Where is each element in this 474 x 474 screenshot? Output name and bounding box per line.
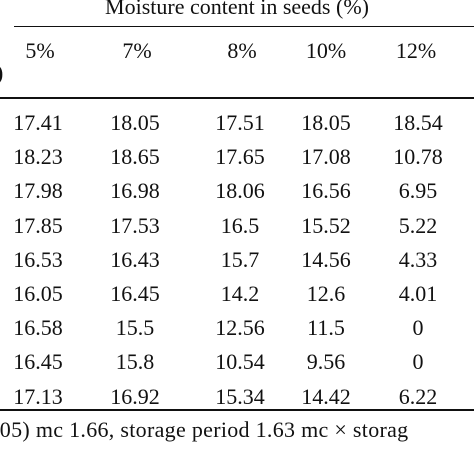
table-cell: 16.45: [110, 281, 160, 306]
table-cell: 9.56: [306, 349, 346, 375]
table-cell: 6.22: [398, 383, 438, 409]
table-cell: 0: [412, 349, 424, 375]
table-cell: 0: [412, 315, 424, 341]
table-cell: 18.54: [393, 110, 443, 135]
column-header-8pct: 8%: [227, 38, 257, 63]
table-cell: 17.51: [215, 110, 265, 135]
table-cell: 17.53: [110, 212, 160, 238]
table-cell: 12.6: [306, 281, 346, 306]
column-header-10pct: 10%: [305, 38, 347, 63]
column-header-5pct: 5%: [25, 38, 55, 63]
table-cell: 16.43: [110, 246, 160, 272]
table-cell: 18.65: [110, 144, 160, 170]
table-cell: 6.95: [398, 178, 438, 204]
table-cell: 17.85: [13, 212, 63, 238]
table-cell: 15.7: [220, 246, 260, 272]
table-cell: 15.34: [215, 383, 265, 409]
table-cell: 16.45: [13, 349, 63, 375]
table-cell: 18.05: [110, 110, 160, 135]
table-cell: 5.22: [398, 212, 438, 238]
table-bottom-rule: [0, 409, 474, 411]
column-header-7pct: 7%: [122, 38, 152, 63]
table-cell: 10.54: [215, 349, 265, 375]
table-cell: 10.78: [393, 144, 443, 170]
column-header-12pct: 12%: [395, 38, 437, 63]
table-cell: 16.58: [13, 315, 63, 341]
table-cell: 17.65: [215, 144, 265, 170]
header-bottom-rule: [0, 97, 474, 99]
table-cell: 16.98: [110, 178, 160, 204]
table-cell: 14.42: [301, 383, 351, 409]
table-cell: 16.5: [220, 212, 260, 238]
table-cell: 18.06: [215, 178, 265, 204]
table-cell: 17.13: [13, 383, 63, 409]
table-cell: 16.56: [301, 178, 351, 204]
table-cell: 17.98: [13, 178, 63, 204]
table-cell: 16.05: [13, 281, 63, 306]
table-cell: 11.5: [307, 315, 345, 341]
table-cell: 16.53: [13, 246, 63, 272]
cropped-left-glyph: ): [0, 60, 3, 86]
table-cell: 15.8: [115, 349, 155, 375]
table-cell: 14.56: [301, 246, 351, 272]
table-cell: 16.92: [110, 383, 160, 409]
table-cell: 14.2: [220, 281, 260, 306]
group-header: Moisture content in seeds (%): [105, 0, 369, 19]
table-cell: 4.33: [398, 246, 438, 272]
table-cell: 17.08: [301, 144, 351, 170]
table-cell: 15.52: [301, 212, 351, 238]
table-footnote: .05) mc 1.66, storage period 1.63 mc × s…: [0, 417, 409, 442]
table-cell: 18.23: [13, 144, 63, 170]
table-cell: 18.05: [301, 110, 351, 135]
table-cell: 17.41: [13, 110, 63, 135]
table-cell: 12.56: [215, 315, 265, 341]
table-cell: 4.01: [398, 281, 438, 306]
group-header-rule: [14, 26, 474, 27]
table-cell: 15.5: [115, 315, 155, 341]
